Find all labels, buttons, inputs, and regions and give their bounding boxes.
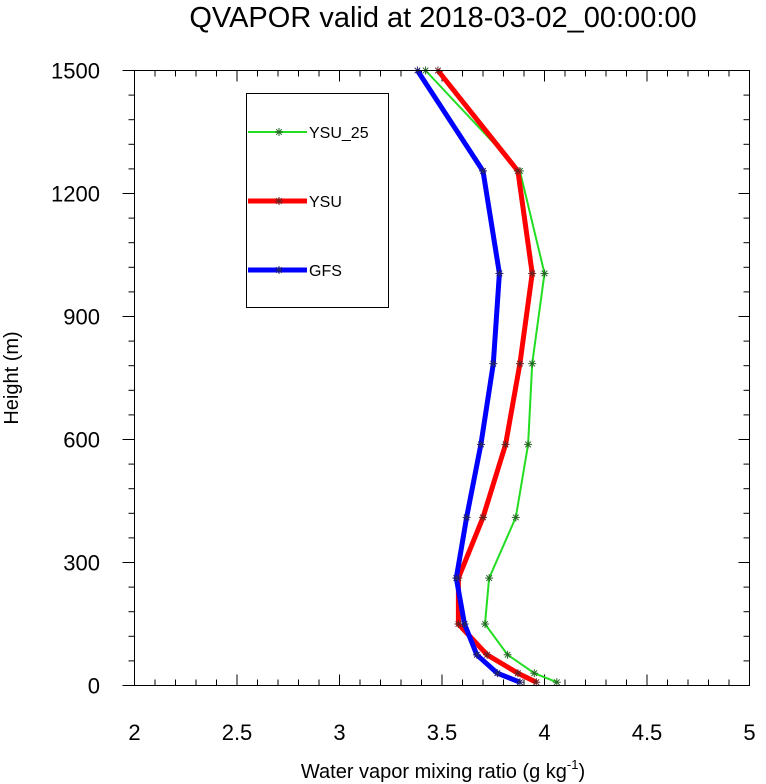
marker-stroke [553, 679, 560, 686]
x-axis-label-main: Water vapor mixing ratio (g kg [301, 761, 567, 783]
data-point-marker [503, 650, 512, 659]
data-point-marker [524, 440, 533, 449]
marker-stroke [494, 670, 501, 677]
data-point-marker [495, 269, 504, 278]
data-point-marker [528, 359, 537, 368]
marker-stroke [502, 441, 509, 448]
data-point-marker [479, 166, 487, 175]
legend-marker [275, 266, 283, 274]
series-line [415, 69, 521, 685]
data-point-marker [485, 574, 494, 583]
legend-item: YSU_25 [248, 125, 369, 142]
data-point-marker [501, 440, 510, 449]
marker-stroke [516, 679, 524, 686]
marker-stroke [514, 670, 522, 677]
marker-stroke [490, 360, 497, 367]
marker-stroke [516, 360, 524, 367]
marker-stroke [496, 270, 503, 277]
legend-label: GFS [309, 263, 342, 280]
data-point-marker [515, 678, 524, 687]
y-tick-label: 300 [63, 551, 100, 576]
marker-stroke [479, 514, 487, 521]
legend-marker [275, 197, 283, 205]
series-ysu-25 [421, 66, 561, 687]
data-point-marker [552, 678, 561, 687]
x-axis-label-superscript: -1 [567, 757, 579, 772]
data-point-marker [481, 620, 490, 628]
data-point-marker [483, 650, 492, 659]
data-point-marker [511, 513, 520, 522]
marker-stroke [455, 620, 462, 628]
legend-label: YSU_25 [309, 125, 369, 142]
x-tick-label: 5 [743, 720, 755, 745]
marker-stroke [453, 574, 460, 582]
marker-stroke [524, 441, 532, 448]
legend-label: YSU [309, 194, 342, 211]
data-point-marker [540, 269, 549, 278]
y-tick-label: 600 [63, 428, 100, 453]
marker-stroke [483, 651, 491, 658]
x-axis-label: Water vapor mixing ratio (g kg-1) [301, 757, 585, 783]
marker-stroke [463, 514, 470, 521]
legend-item: YSU [248, 194, 342, 211]
marker-stroke [485, 574, 493, 582]
data-point-marker [513, 166, 522, 175]
marker-stroke [275, 128, 283, 136]
data-point-marker [530, 669, 539, 678]
marker-stroke [275, 197, 283, 205]
marker-stroke [481, 620, 489, 628]
marker-stroke [514, 167, 522, 175]
chart-title: QVAPOR valid at 2018-03-02_00:00:00 [189, 2, 696, 34]
data-point-marker [452, 574, 461, 583]
x-tick-label: 2.5 [222, 720, 253, 745]
y-axis-label: Height (m) [1, 331, 23, 424]
marker-stroke [461, 620, 468, 628]
marker-stroke [504, 651, 511, 658]
y-tick-label: 0 [88, 674, 100, 699]
marker-stroke [541, 270, 548, 277]
data-point-marker [476, 440, 485, 449]
plot-frame [134, 70, 750, 686]
data-point-marker [489, 359, 498, 368]
data-point-marker [472, 650, 481, 659]
marker-stroke [533, 679, 540, 686]
marker-stroke [473, 651, 481, 658]
marker-stroke [531, 670, 538, 677]
ticks: 2 2.5 3 3.5 4 4.5 5 0 300 600 900 1200 1500 [51, 59, 756, 746]
y-tick-label: 1500 [51, 59, 100, 84]
x-tick-label: 4.5 [632, 720, 663, 745]
data-point-marker [513, 669, 522, 678]
y-tick-label: 900 [63, 305, 100, 330]
legend-item: GFS [248, 263, 342, 280]
marker-stroke [275, 266, 283, 274]
marker-stroke [529, 360, 536, 367]
data-point-marker [493, 669, 502, 678]
legend: YSU_25 YSU GFS [246, 93, 389, 308]
x-tick-label: 2 [128, 720, 140, 745]
data-point-marker [479, 513, 487, 522]
marker-stroke [479, 167, 487, 175]
legend-marker [275, 128, 283, 136]
x-axis-label-suffix: ) [578, 761, 585, 783]
data-point-marker [462, 513, 471, 522]
y-tick-label: 1200 [51, 182, 100, 207]
x-tick-label: 3.5 [427, 720, 458, 745]
x-tick-label: 3 [333, 720, 345, 745]
marker-stroke [529, 270, 536, 277]
data-point-marker [515, 359, 524, 368]
data-point-marker [460, 620, 469, 628]
x-tick-label: 4 [538, 720, 550, 745]
data-point-marker [528, 269, 537, 278]
series-group [413, 66, 561, 687]
data-point-marker [532, 678, 541, 687]
marker-stroke [512, 514, 519, 521]
marker-stroke [477, 441, 485, 448]
